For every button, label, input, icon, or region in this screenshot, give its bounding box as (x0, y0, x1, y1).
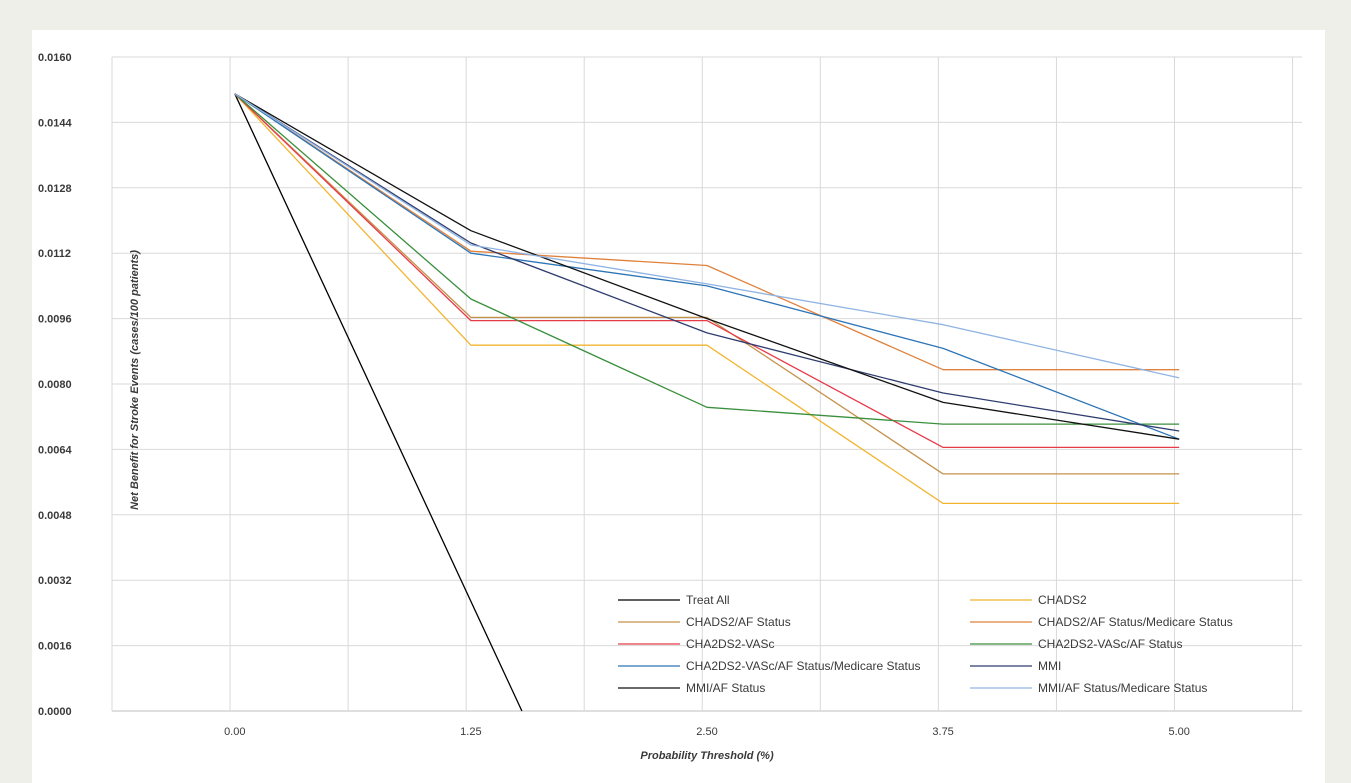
series-line-mmi (234, 93, 1180, 432)
y-tick-labels: 0.0000 0.0016 0.0032 0.0048 0.0064 0.0080 0.00… (38, 52, 73, 718)
x-axis-title: Probability Threshold (%) (640, 750, 774, 762)
legend-label-chads2-af-status-medicare-status: CHADS2/AF Status/Medicare Status (1038, 615, 1233, 629)
series-line-mmi-af-status (234, 93, 1180, 440)
legend-label-cha2ds2-vasc: CHA2DS2-VASc (686, 637, 774, 651)
series-line-chads2-af-status (234, 93, 1180, 475)
legend-label-cha2ds2-vasc-af-status-medicare-status: CHA2DS2-VASc/AF Status/Medicare Status (686, 659, 921, 673)
y-tick-label: 0.0128 (38, 183, 72, 195)
legend-label-chads2: CHADS2 (1038, 593, 1087, 607)
y-tick-label: 0.0032 (38, 575, 72, 587)
y-tick-label: 0.0048 (38, 510, 72, 522)
y-tick-label: 0.0080 (38, 379, 72, 391)
x-tick-label: 3.75 (932, 726, 953, 738)
y-tick-label: 0.0160 (38, 52, 72, 64)
series-lines (234, 93, 1180, 712)
gridlines (111, 56, 1302, 712)
y-tick-label: 0.0144 (38, 117, 73, 129)
net-benefit-chart: 0.00 1.25 2.50 3.75 5.00 0.00000.00160.00320… (38, 52, 1302, 762)
series-line-chads2-af-status-medicare-status (234, 93, 1180, 371)
y-tick-label: 0.0112 (38, 248, 71, 260)
y-tick-label: 0.0064 (38, 444, 73, 456)
x-tick-label: 5.00 (1169, 726, 1190, 738)
legend: Treat All CHADS2 CHADS2/AF Status CHADS2/AF… (618, 593, 1233, 695)
legend-label-mmi: MMI (1038, 659, 1061, 673)
series-line-treat-all (234, 93, 523, 712)
chart-panel: 0.00 1.25 2.50 3.75 5.00 0.0000 0.0016 0.0032 0… (32, 30, 1325, 783)
series-line-cha2ds2-vasc-af-status-medicare-status (234, 93, 1180, 440)
legend-label-cha2ds2-vasc-af-status: CHA2DS2-VASc/AF Status (1038, 637, 1183, 651)
y-tick-label: 0.0096 (38, 314, 72, 326)
y-tick-label: 0.0016 (38, 641, 72, 653)
series-line-cha2ds2-vasc-af-status (234, 93, 1180, 425)
x-tick-labels: 0.00 1.25 2.50 3.75 5.00 (224, 726, 1190, 738)
legend-label-chads2-af-status: CHADS2/AF Status (686, 615, 791, 629)
series-line-chads2 (234, 93, 1180, 505)
legend-label-mmi-af-status: MMI/AF Status (686, 681, 765, 695)
y-axis-title: Net Benefit for Stroke Events (cases/100… (129, 250, 141, 510)
legend-label-mmi-af-status-medicare-status: MMI/AF Status/Medicare Status (1038, 681, 1207, 695)
series-line-cha2ds2-vasc (234, 93, 1180, 449)
x-tick-label: 0.00 (224, 726, 245, 738)
legend-label-treat-all: Treat All (686, 593, 730, 607)
y-tick-label: 0.0000 (38, 706, 72, 718)
x-tick-label: 1.25 (460, 726, 481, 738)
x-tick-label: 2.50 (696, 726, 717, 738)
series-line-mmi-af-status-medicare-status (234, 93, 1180, 379)
